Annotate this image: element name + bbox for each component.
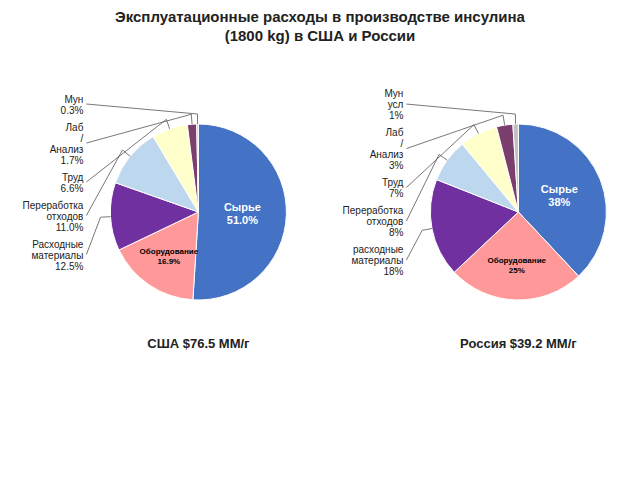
- slice-label-line: 12.5%: [55, 260, 83, 271]
- leader-line: [406, 228, 432, 260]
- slice-label-line: отходов: [367, 216, 404, 227]
- slice-label: Лаб/Анализ1.7%: [50, 121, 84, 165]
- slice-label-line: Расходные: [32, 238, 84, 249]
- leader-line: [86, 217, 110, 255]
- slice-label-line: Анализ: [370, 149, 404, 160]
- slice-label: Мун0.3%: [61, 93, 84, 115]
- slice-label-line: 51.0%: [227, 214, 258, 226]
- leader-line: [86, 114, 192, 143]
- title: Эксплуатационные расходы в производстве …: [115, 8, 526, 44]
- slice-label-line: 18%: [383, 266, 403, 277]
- leader-line: [406, 154, 447, 221]
- slice-label-line: материалы: [351, 255, 403, 266]
- slice-label: Труд6.6%: [61, 171, 84, 193]
- chart-title: США $76.5 ММ/г: [147, 336, 250, 351]
- slice-label-line: Мун: [64, 93, 83, 104]
- leader-line: [406, 115, 504, 148]
- title-line: Эксплуатационные расходы в производстве …: [115, 8, 526, 25]
- slice-label: Расходныематериалы12.5%: [31, 238, 83, 271]
- slice-label: Труд7%: [382, 177, 404, 199]
- slice-label: Переработкаотходов8%: [343, 205, 404, 238]
- slice-label: Переработкаотходов11.0%: [23, 199, 84, 232]
- slice-label: расходныематериалы18%: [351, 244, 403, 277]
- slice-label-line: материалы: [31, 249, 83, 260]
- title-line: (1800 kg) в США и России: [225, 27, 416, 44]
- pie-slice: [513, 124, 519, 212]
- slice-label-line: Мун: [384, 88, 403, 99]
- leader-line: [86, 104, 197, 124]
- slice-label: Оборудование25%: [487, 255, 546, 274]
- slice-label-line: 11.0%: [56, 221, 84, 232]
- pie-slice: [197, 124, 199, 212]
- slice-label: Сырье51.0%: [224, 201, 261, 226]
- slice-label-line: 8%: [389, 227, 404, 238]
- slice-label-line: 0.3%: [61, 104, 84, 115]
- slice-label: Оборудование16.9%: [140, 246, 199, 265]
- slice-label-line: /: [401, 138, 404, 149]
- slice-label-line: Труд: [62, 171, 84, 182]
- slice-label: Мунусл1%: [384, 88, 403, 121]
- slice-label-line: 1.7%: [61, 154, 84, 165]
- slice-label-line: 3%: [389, 160, 404, 171]
- slices: [110, 124, 286, 300]
- slices: [430, 124, 606, 300]
- chart-title: Россия $39.2 ММ/г: [460, 336, 577, 351]
- slice-label-line: 1%: [389, 110, 404, 121]
- slice-label-line: Переработка: [23, 199, 84, 210]
- leader-line: [406, 104, 515, 124]
- slice-label-line: отходов: [47, 210, 84, 221]
- chart-svg: Эксплуатационные расходы в производстве …: [0, 0, 640, 480]
- slice-label-line: Оборудование: [487, 255, 546, 264]
- slice-label-line: Анализ: [50, 143, 84, 154]
- pie-slice: [153, 125, 198, 212]
- chart-root: Эксплуатационные расходы в производстве …: [0, 0, 640, 480]
- slice-label-line: 16.9%: [158, 256, 181, 265]
- slice-label-line: /: [81, 132, 84, 143]
- pie-slice: [193, 124, 287, 300]
- slice-label-line: Сырье: [541, 183, 578, 195]
- slice-label-line: 7%: [389, 188, 404, 199]
- slice-label-line: Переработка: [343, 205, 404, 216]
- slice-label-line: 38%: [548, 196, 570, 208]
- slice-label-line: 6.6%: [61, 182, 84, 193]
- slice-label-line: Сырье: [224, 201, 261, 213]
- pie-chart: Сырье38% Оборудование25% Мунусл1% Лаб/Анали…: [343, 88, 607, 351]
- slice-label: Лаб/Анализ3%: [370, 127, 404, 171]
- leader-line: [86, 150, 130, 215]
- slice-label-line: Труд: [382, 177, 404, 188]
- labels: Сырье38% Оборудование25% Мунусл1% Лаб/Анали…: [343, 88, 578, 277]
- slice-label-line: Лаб: [66, 121, 84, 132]
- slice-label: Сырье38%: [541, 183, 578, 208]
- leader-line: [406, 125, 478, 188]
- slice-label-line: 25%: [509, 265, 525, 274]
- pie-chart: Сырье51.0% Оборудование16.9% Мун0.3% Лаб/Ан…: [23, 93, 287, 351]
- slice-label-line: усл: [388, 99, 404, 110]
- pie-slice: [187, 124, 198, 212]
- slice-label-line: Лаб: [386, 127, 404, 138]
- slice-label-line: Оборудование: [140, 246, 199, 255]
- pie-slice: [497, 124, 519, 212]
- labels: Сырье51.0% Оборудование16.9% Мун0.3% Лаб/Ан…: [23, 93, 261, 271]
- slice-label-line: расходные: [353, 244, 404, 255]
- leader-line: [86, 119, 169, 182]
